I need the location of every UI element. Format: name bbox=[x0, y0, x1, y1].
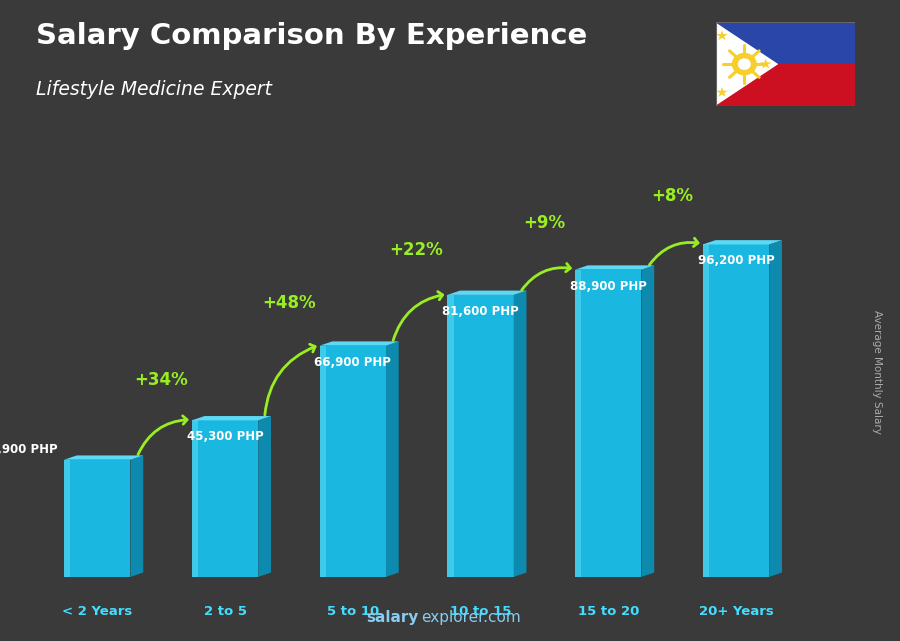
Polygon shape bbox=[386, 342, 399, 577]
Polygon shape bbox=[716, 22, 778, 106]
Text: < 2 Years: < 2 Years bbox=[62, 604, 132, 618]
Text: 88,900 PHP: 88,900 PHP bbox=[570, 279, 647, 292]
Circle shape bbox=[738, 58, 751, 70]
Text: 81,600 PHP: 81,600 PHP bbox=[442, 305, 519, 318]
Polygon shape bbox=[320, 345, 386, 577]
Polygon shape bbox=[447, 295, 514, 577]
Text: Salary Comparison By Experience: Salary Comparison By Experience bbox=[36, 22, 587, 51]
Text: 15 to 20: 15 to 20 bbox=[578, 604, 639, 618]
Polygon shape bbox=[320, 345, 326, 577]
Circle shape bbox=[732, 53, 757, 76]
Polygon shape bbox=[64, 455, 143, 460]
Polygon shape bbox=[716, 64, 855, 106]
Polygon shape bbox=[575, 270, 581, 577]
Polygon shape bbox=[642, 265, 654, 577]
Text: Average Monthly Salary: Average Monthly Salary bbox=[872, 310, 883, 434]
Text: 2 to 5: 2 to 5 bbox=[203, 604, 247, 618]
Polygon shape bbox=[760, 59, 771, 69]
Polygon shape bbox=[716, 87, 728, 97]
Text: 45,300 PHP: 45,300 PHP bbox=[186, 430, 264, 444]
Polygon shape bbox=[192, 420, 258, 577]
Text: +48%: +48% bbox=[262, 294, 316, 312]
Text: 20+ Years: 20+ Years bbox=[698, 604, 773, 618]
Text: +8%: +8% bbox=[651, 187, 693, 204]
Polygon shape bbox=[716, 22, 855, 64]
Polygon shape bbox=[575, 270, 642, 577]
Polygon shape bbox=[192, 416, 271, 420]
Polygon shape bbox=[575, 265, 654, 270]
Polygon shape bbox=[716, 22, 855, 106]
Polygon shape bbox=[703, 244, 709, 577]
Polygon shape bbox=[64, 460, 130, 577]
Text: 66,900 PHP: 66,900 PHP bbox=[314, 356, 392, 369]
Text: Lifestyle Medicine Expert: Lifestyle Medicine Expert bbox=[36, 80, 272, 99]
Polygon shape bbox=[447, 290, 526, 295]
Polygon shape bbox=[703, 240, 782, 244]
Polygon shape bbox=[447, 295, 454, 577]
Text: 5 to 10: 5 to 10 bbox=[327, 604, 379, 618]
Polygon shape bbox=[64, 460, 70, 577]
Text: explorer.com: explorer.com bbox=[421, 610, 521, 625]
Polygon shape bbox=[703, 244, 770, 577]
Polygon shape bbox=[258, 416, 271, 577]
Polygon shape bbox=[130, 455, 143, 577]
Polygon shape bbox=[192, 420, 198, 577]
Text: salary: salary bbox=[366, 610, 418, 625]
Polygon shape bbox=[770, 240, 782, 577]
Text: 96,200 PHP: 96,200 PHP bbox=[698, 254, 774, 267]
Text: +22%: +22% bbox=[390, 241, 444, 259]
Polygon shape bbox=[716, 30, 728, 40]
Text: +9%: +9% bbox=[523, 214, 565, 232]
Polygon shape bbox=[320, 342, 399, 345]
Text: +34%: +34% bbox=[134, 370, 188, 388]
Polygon shape bbox=[514, 290, 526, 577]
Text: 33,900 PHP: 33,900 PHP bbox=[0, 443, 58, 456]
Text: 10 to 15: 10 to 15 bbox=[450, 604, 511, 618]
